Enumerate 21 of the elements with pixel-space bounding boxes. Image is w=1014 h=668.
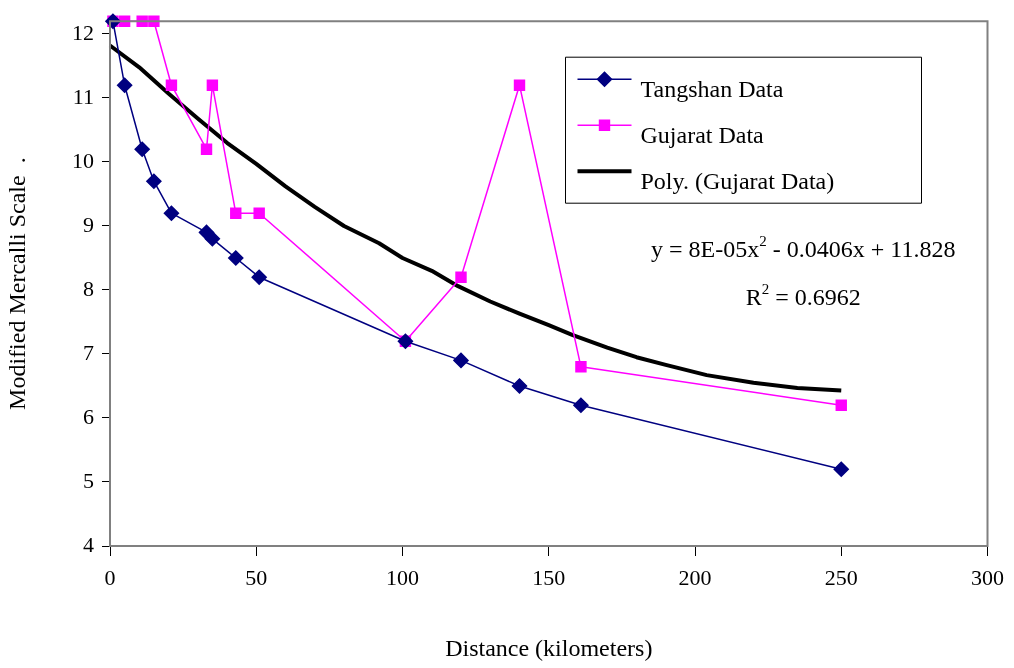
- x-tick-label: 100: [386, 564, 419, 590]
- x-tick-label: 200: [678, 564, 712, 590]
- y-tick-label: 8: [83, 275, 94, 301]
- y-tick-label: 11: [72, 83, 94, 109]
- legend-label: Tangshan Data: [640, 76, 784, 103]
- legend-label: Poly. (Gujarat Data): [640, 168, 835, 195]
- y-tick-label: 9: [83, 211, 94, 237]
- x-tick-label: 150: [532, 564, 566, 590]
- y-tick-label: 10: [72, 147, 94, 173]
- y-tick-label: 5: [83, 467, 94, 493]
- x-tick-label: 0: [104, 564, 116, 590]
- x-axis-title: Distance (kilometers): [445, 634, 653, 661]
- legend-label: Gujarat Data: [640, 122, 765, 149]
- x-tick-label: 250: [824, 564, 858, 590]
- y-tick-label: 7: [83, 339, 94, 365]
- y-tick-label: 12: [72, 19, 94, 45]
- y-tick-label: 4: [83, 531, 94, 557]
- x-tick-label: 300: [971, 564, 1004, 590]
- x-tick-label: 50: [245, 564, 268, 590]
- y-axis-title: Modified Mercalli Scale .: [3, 157, 30, 410]
- y-tick-label: 6: [83, 403, 94, 429]
